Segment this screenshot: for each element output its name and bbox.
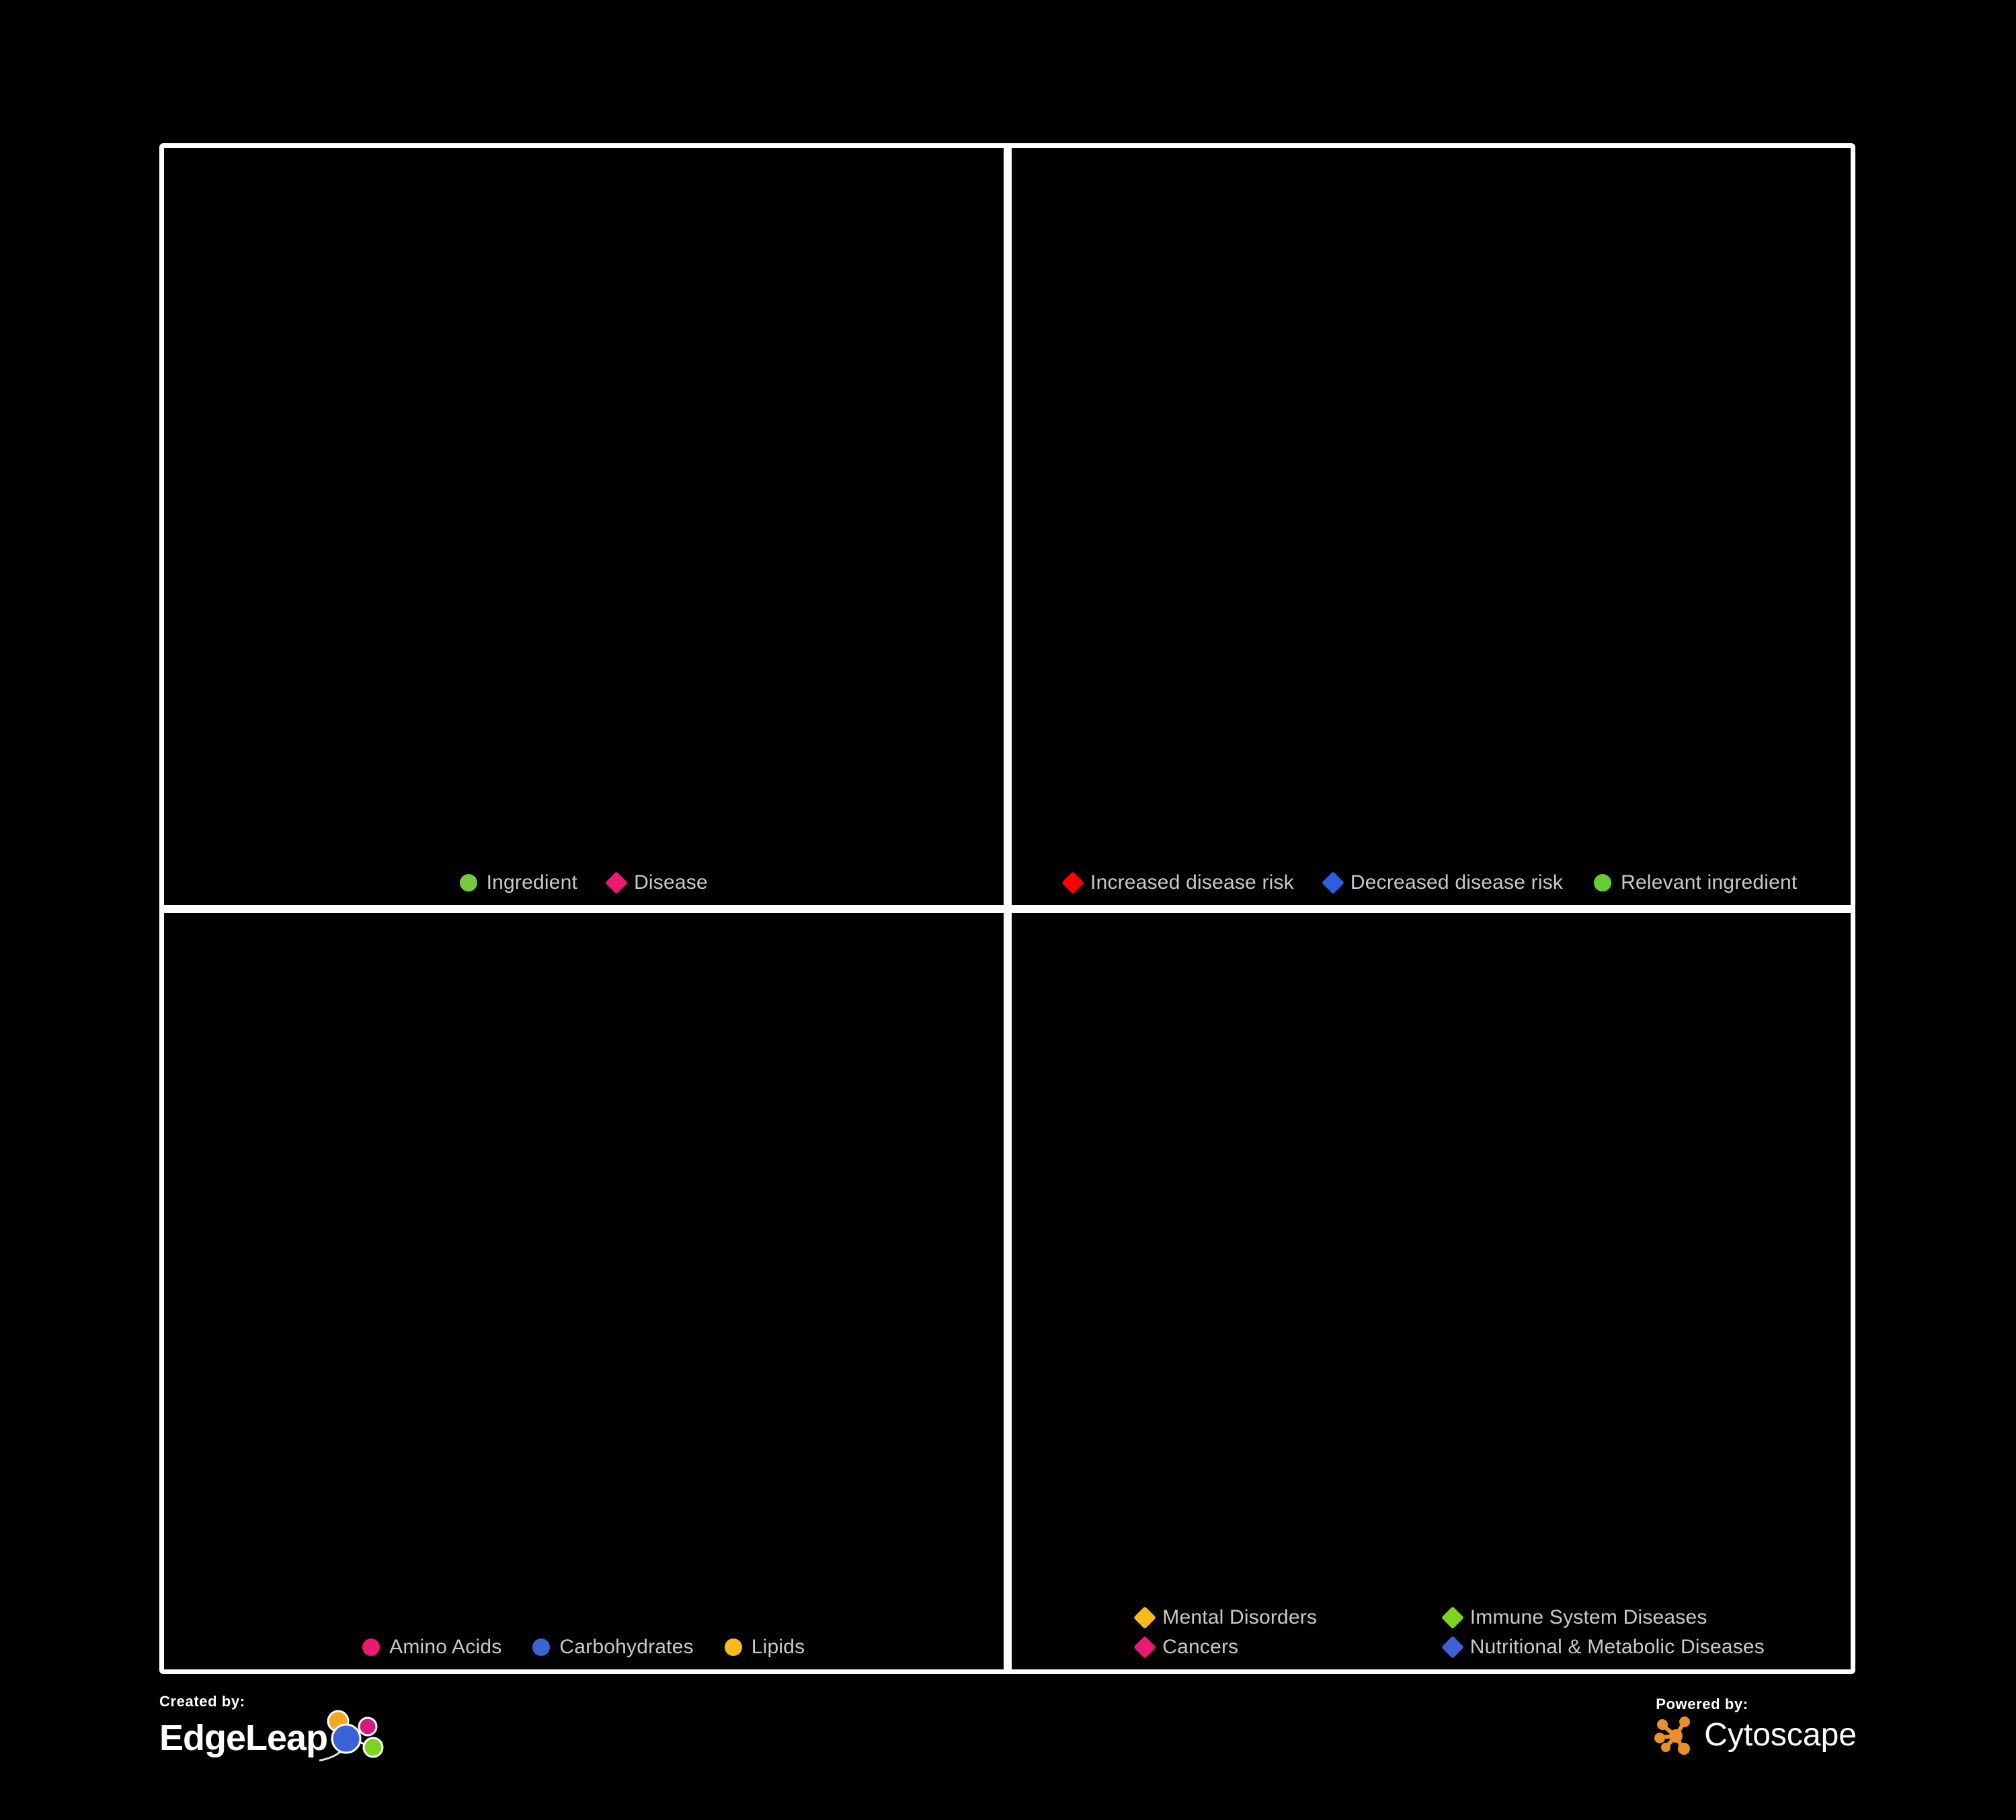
cytoscape-logo: Cytoscape xyxy=(1653,1714,1857,1756)
cytoscape-branding: Powered by: Cytoscape xyxy=(1653,1696,1857,1756)
network-canvas-2[interactable] xyxy=(1012,148,1851,905)
network-graph-1[interactable] xyxy=(164,148,1004,905)
network-graph-2[interactable] xyxy=(1012,148,1851,905)
cytoscape-wordmark: Cytoscape xyxy=(1704,1717,1857,1753)
network-graph-3[interactable] xyxy=(164,913,1004,1670)
network-graph-4[interactable] xyxy=(1012,913,1851,1670)
edgeleap-node-graph-icon xyxy=(319,1710,384,1762)
network-canvas-3[interactable] xyxy=(164,913,1004,1670)
panel-ingredient-classes[interactable]: Amino Acids Carbohydrates Lipids xyxy=(164,912,1004,1670)
panel-disease-classes[interactable]: Mental Disorders Immune System Diseases … xyxy=(1011,912,1851,1670)
panel-disease-risk[interactable]: Increased disease risk Decreased disease… xyxy=(1011,148,1851,905)
powered-by-caption: Powered by: xyxy=(1656,1696,1748,1712)
edgeleap-branding: Created by: EdgeLeap xyxy=(159,1693,400,1763)
created-by-caption: Created by: xyxy=(159,1693,245,1710)
footer: Created by: EdgeLeap Powered by: xyxy=(159,1681,1857,1809)
cytoscape-icon xyxy=(1654,1716,1691,1755)
panel-ingredient-disease[interactable]: Ingredient Disease xyxy=(164,148,1004,905)
panel-grid: Ingredient Disease Increased disease ris… xyxy=(159,143,1855,1674)
edgeleap-wordmark: EdgeLeap xyxy=(159,1718,328,1758)
network-canvas-1[interactable] xyxy=(164,148,1004,905)
edgeleap-logo: EdgeLeap xyxy=(159,1710,400,1763)
network-canvas-4[interactable] xyxy=(1012,913,1851,1670)
